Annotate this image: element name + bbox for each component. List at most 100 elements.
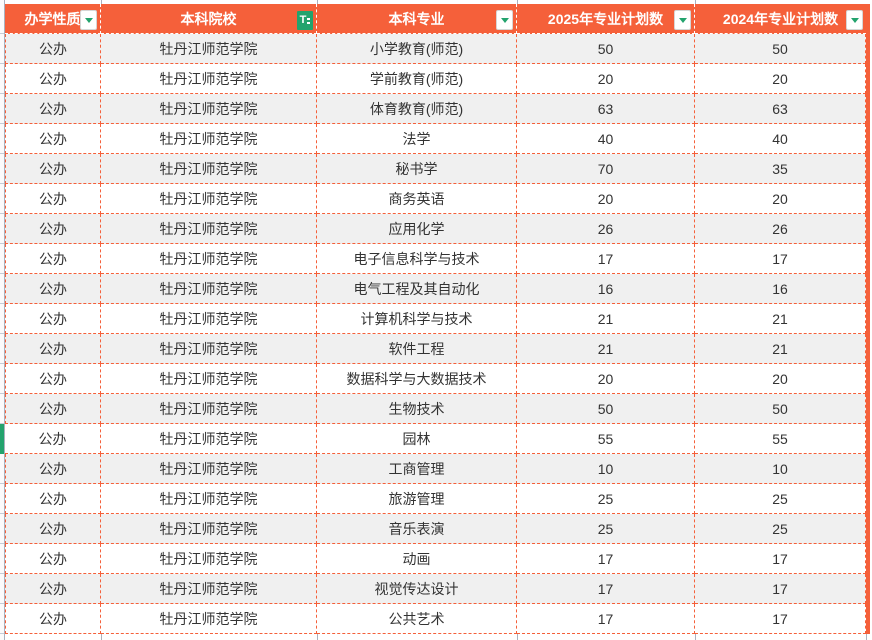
cell-major[interactable]: 电气工程及其自动化 bbox=[317, 274, 517, 304]
filter-dropdown-icon[interactable] bbox=[674, 10, 691, 30]
cell-college[interactable]: 牡丹江师范学院 bbox=[101, 94, 317, 124]
cell-plan2024[interactable]: 17 bbox=[695, 544, 866, 574]
cell-plan2024[interactable]: 17 bbox=[695, 244, 866, 274]
filter-active-icon[interactable]: T bbox=[297, 11, 313, 30]
cell-college[interactable]: 牡丹江师范学院 bbox=[101, 334, 317, 364]
cell-nature[interactable]: 公办 bbox=[5, 154, 101, 184]
cell-plan2025[interactable]: 26 bbox=[517, 214, 695, 244]
cell-major[interactable]: 计算机科学与技术 bbox=[317, 304, 517, 334]
cell-nature[interactable]: 公办 bbox=[5, 604, 101, 634]
cell-plan2025[interactable]: 20 bbox=[517, 364, 695, 394]
cell-major[interactable]: 公共艺术 bbox=[317, 604, 517, 634]
cell-college[interactable]: 牡丹江师范学院 bbox=[101, 244, 317, 274]
cell-nature[interactable]: 公办 bbox=[5, 484, 101, 514]
cell-plan2025[interactable]: 25 bbox=[517, 514, 695, 544]
cell-plan2025[interactable]: 70 bbox=[517, 154, 695, 184]
cell-plan2024[interactable]: 35 bbox=[695, 154, 866, 184]
cell-college[interactable]: 牡丹江师范学院 bbox=[101, 514, 317, 544]
cell-plan2025[interactable]: 21 bbox=[517, 304, 695, 334]
header-cell-college[interactable]: 本科院校 T bbox=[101, 4, 317, 34]
cell-nature[interactable]: 公办 bbox=[5, 364, 101, 394]
header-cell-plan2025[interactable]: 2025年专业计划数 bbox=[517, 4, 695, 34]
cell-major[interactable]: 法学 bbox=[317, 124, 517, 154]
cell-nature[interactable]: 公办 bbox=[5, 454, 101, 484]
cell-plan2024[interactable]: 55 bbox=[695, 424, 866, 454]
cell-college[interactable]: 牡丹江师范学院 bbox=[101, 124, 317, 154]
cell-plan2024[interactable]: 20 bbox=[695, 184, 866, 214]
cell-nature[interactable]: 公办 bbox=[5, 214, 101, 244]
cell-college[interactable]: 牡丹江师范学院 bbox=[101, 424, 317, 454]
cell-plan2025[interactable]: 17 bbox=[517, 574, 695, 604]
filter-dropdown-icon[interactable] bbox=[496, 10, 513, 30]
cell-major[interactable]: 学前教育(师范) bbox=[317, 64, 517, 94]
cell-college[interactable]: 牡丹江师范学院 bbox=[101, 364, 317, 394]
cell-plan2025[interactable]: 50 bbox=[517, 34, 695, 64]
cell-plan2025[interactable]: 20 bbox=[517, 184, 695, 214]
cell-college[interactable]: 牡丹江师范学院 bbox=[101, 154, 317, 184]
cell-plan2025[interactable]: 17 bbox=[517, 244, 695, 274]
cell-college[interactable]: 牡丹江师范学院 bbox=[101, 574, 317, 604]
cell-plan2025[interactable]: 16 bbox=[517, 274, 695, 304]
cell-nature[interactable]: 公办 bbox=[5, 424, 101, 454]
cell-nature[interactable]: 公办 bbox=[5, 184, 101, 214]
cell-college[interactable]: 牡丹江师范学院 bbox=[101, 64, 317, 94]
cell-plan2024[interactable]: 16 bbox=[695, 274, 866, 304]
cell-plan2024[interactable]: 25 bbox=[695, 484, 866, 514]
cell-nature[interactable]: 公办 bbox=[5, 304, 101, 334]
cell-plan2025[interactable]: 40 bbox=[517, 124, 695, 154]
cell-college[interactable]: 牡丹江师范学院 bbox=[101, 604, 317, 634]
cell-plan2024[interactable]: 21 bbox=[695, 334, 866, 364]
cell-plan2025[interactable]: 21 bbox=[517, 334, 695, 364]
cell-college[interactable]: 牡丹江师范学院 bbox=[101, 214, 317, 244]
cell-plan2024[interactable]: 20 bbox=[695, 364, 866, 394]
cell-nature[interactable]: 公办 bbox=[5, 394, 101, 424]
cell-major[interactable]: 电子信息科学与技术 bbox=[317, 244, 517, 274]
cell-nature[interactable]: 公办 bbox=[5, 34, 101, 64]
cell-plan2025[interactable]: 55 bbox=[517, 424, 695, 454]
cell-major[interactable]: 应用化学 bbox=[317, 214, 517, 244]
cell-plan2024[interactable]: 17 bbox=[695, 604, 866, 634]
cell-plan2024[interactable]: 50 bbox=[695, 34, 866, 64]
cell-plan2024[interactable]: 20 bbox=[695, 64, 866, 94]
cell-plan2025[interactable]: 10 bbox=[517, 454, 695, 484]
cell-major[interactable]: 音乐表演 bbox=[317, 514, 517, 544]
cell-nature[interactable]: 公办 bbox=[5, 64, 101, 94]
cell-major[interactable]: 生物技术 bbox=[317, 394, 517, 424]
cell-college[interactable]: 牡丹江师范学院 bbox=[101, 454, 317, 484]
cell-plan2024[interactable]: 26 bbox=[695, 214, 866, 244]
header-cell-plan2024[interactable]: 2024年专业计划数 bbox=[695, 4, 866, 34]
cell-nature[interactable]: 公办 bbox=[5, 574, 101, 604]
cell-major[interactable]: 园林 bbox=[317, 424, 517, 454]
header-cell-nature[interactable]: 办学性质 bbox=[5, 4, 101, 34]
cell-nature[interactable]: 公办 bbox=[5, 514, 101, 544]
cell-major[interactable]: 旅游管理 bbox=[317, 484, 517, 514]
cell-college[interactable]: 牡丹江师范学院 bbox=[101, 484, 317, 514]
cell-plan2024[interactable]: 25 bbox=[695, 514, 866, 544]
cell-nature[interactable]: 公办 bbox=[5, 244, 101, 274]
cell-nature[interactable]: 公办 bbox=[5, 334, 101, 364]
cell-plan2025[interactable]: 25 bbox=[517, 484, 695, 514]
cell-nature[interactable]: 公办 bbox=[5, 94, 101, 124]
cell-major[interactable]: 数据科学与大数据技术 bbox=[317, 364, 517, 394]
cell-nature[interactable]: 公办 bbox=[5, 274, 101, 304]
cell-major[interactable]: 软件工程 bbox=[317, 334, 517, 364]
cell-plan2024[interactable]: 10 bbox=[695, 454, 866, 484]
cell-plan2024[interactable]: 50 bbox=[695, 394, 866, 424]
filter-dropdown-icon[interactable] bbox=[80, 10, 97, 30]
cell-plan2025[interactable]: 17 bbox=[517, 544, 695, 574]
cell-major[interactable]: 视觉传达设计 bbox=[317, 574, 517, 604]
cell-college[interactable]: 牡丹江师范学院 bbox=[101, 184, 317, 214]
cell-nature[interactable]: 公办 bbox=[5, 544, 101, 574]
cell-major[interactable]: 小学教育(师范) bbox=[317, 34, 517, 64]
cell-college[interactable]: 牡丹江师范学院 bbox=[101, 274, 317, 304]
header-cell-major[interactable]: 本科专业 bbox=[317, 4, 517, 34]
cell-nature[interactable]: 公办 bbox=[5, 124, 101, 154]
cell-plan2025[interactable]: 17 bbox=[517, 604, 695, 634]
cell-plan2025[interactable]: 63 bbox=[517, 94, 695, 124]
cell-major[interactable]: 商务英语 bbox=[317, 184, 517, 214]
cell-plan2024[interactable]: 21 bbox=[695, 304, 866, 334]
cell-plan2025[interactable]: 20 bbox=[517, 64, 695, 94]
cell-plan2024[interactable]: 17 bbox=[695, 574, 866, 604]
cell-plan2024[interactable]: 63 bbox=[695, 94, 866, 124]
cell-college[interactable]: 牡丹江师范学院 bbox=[101, 544, 317, 574]
